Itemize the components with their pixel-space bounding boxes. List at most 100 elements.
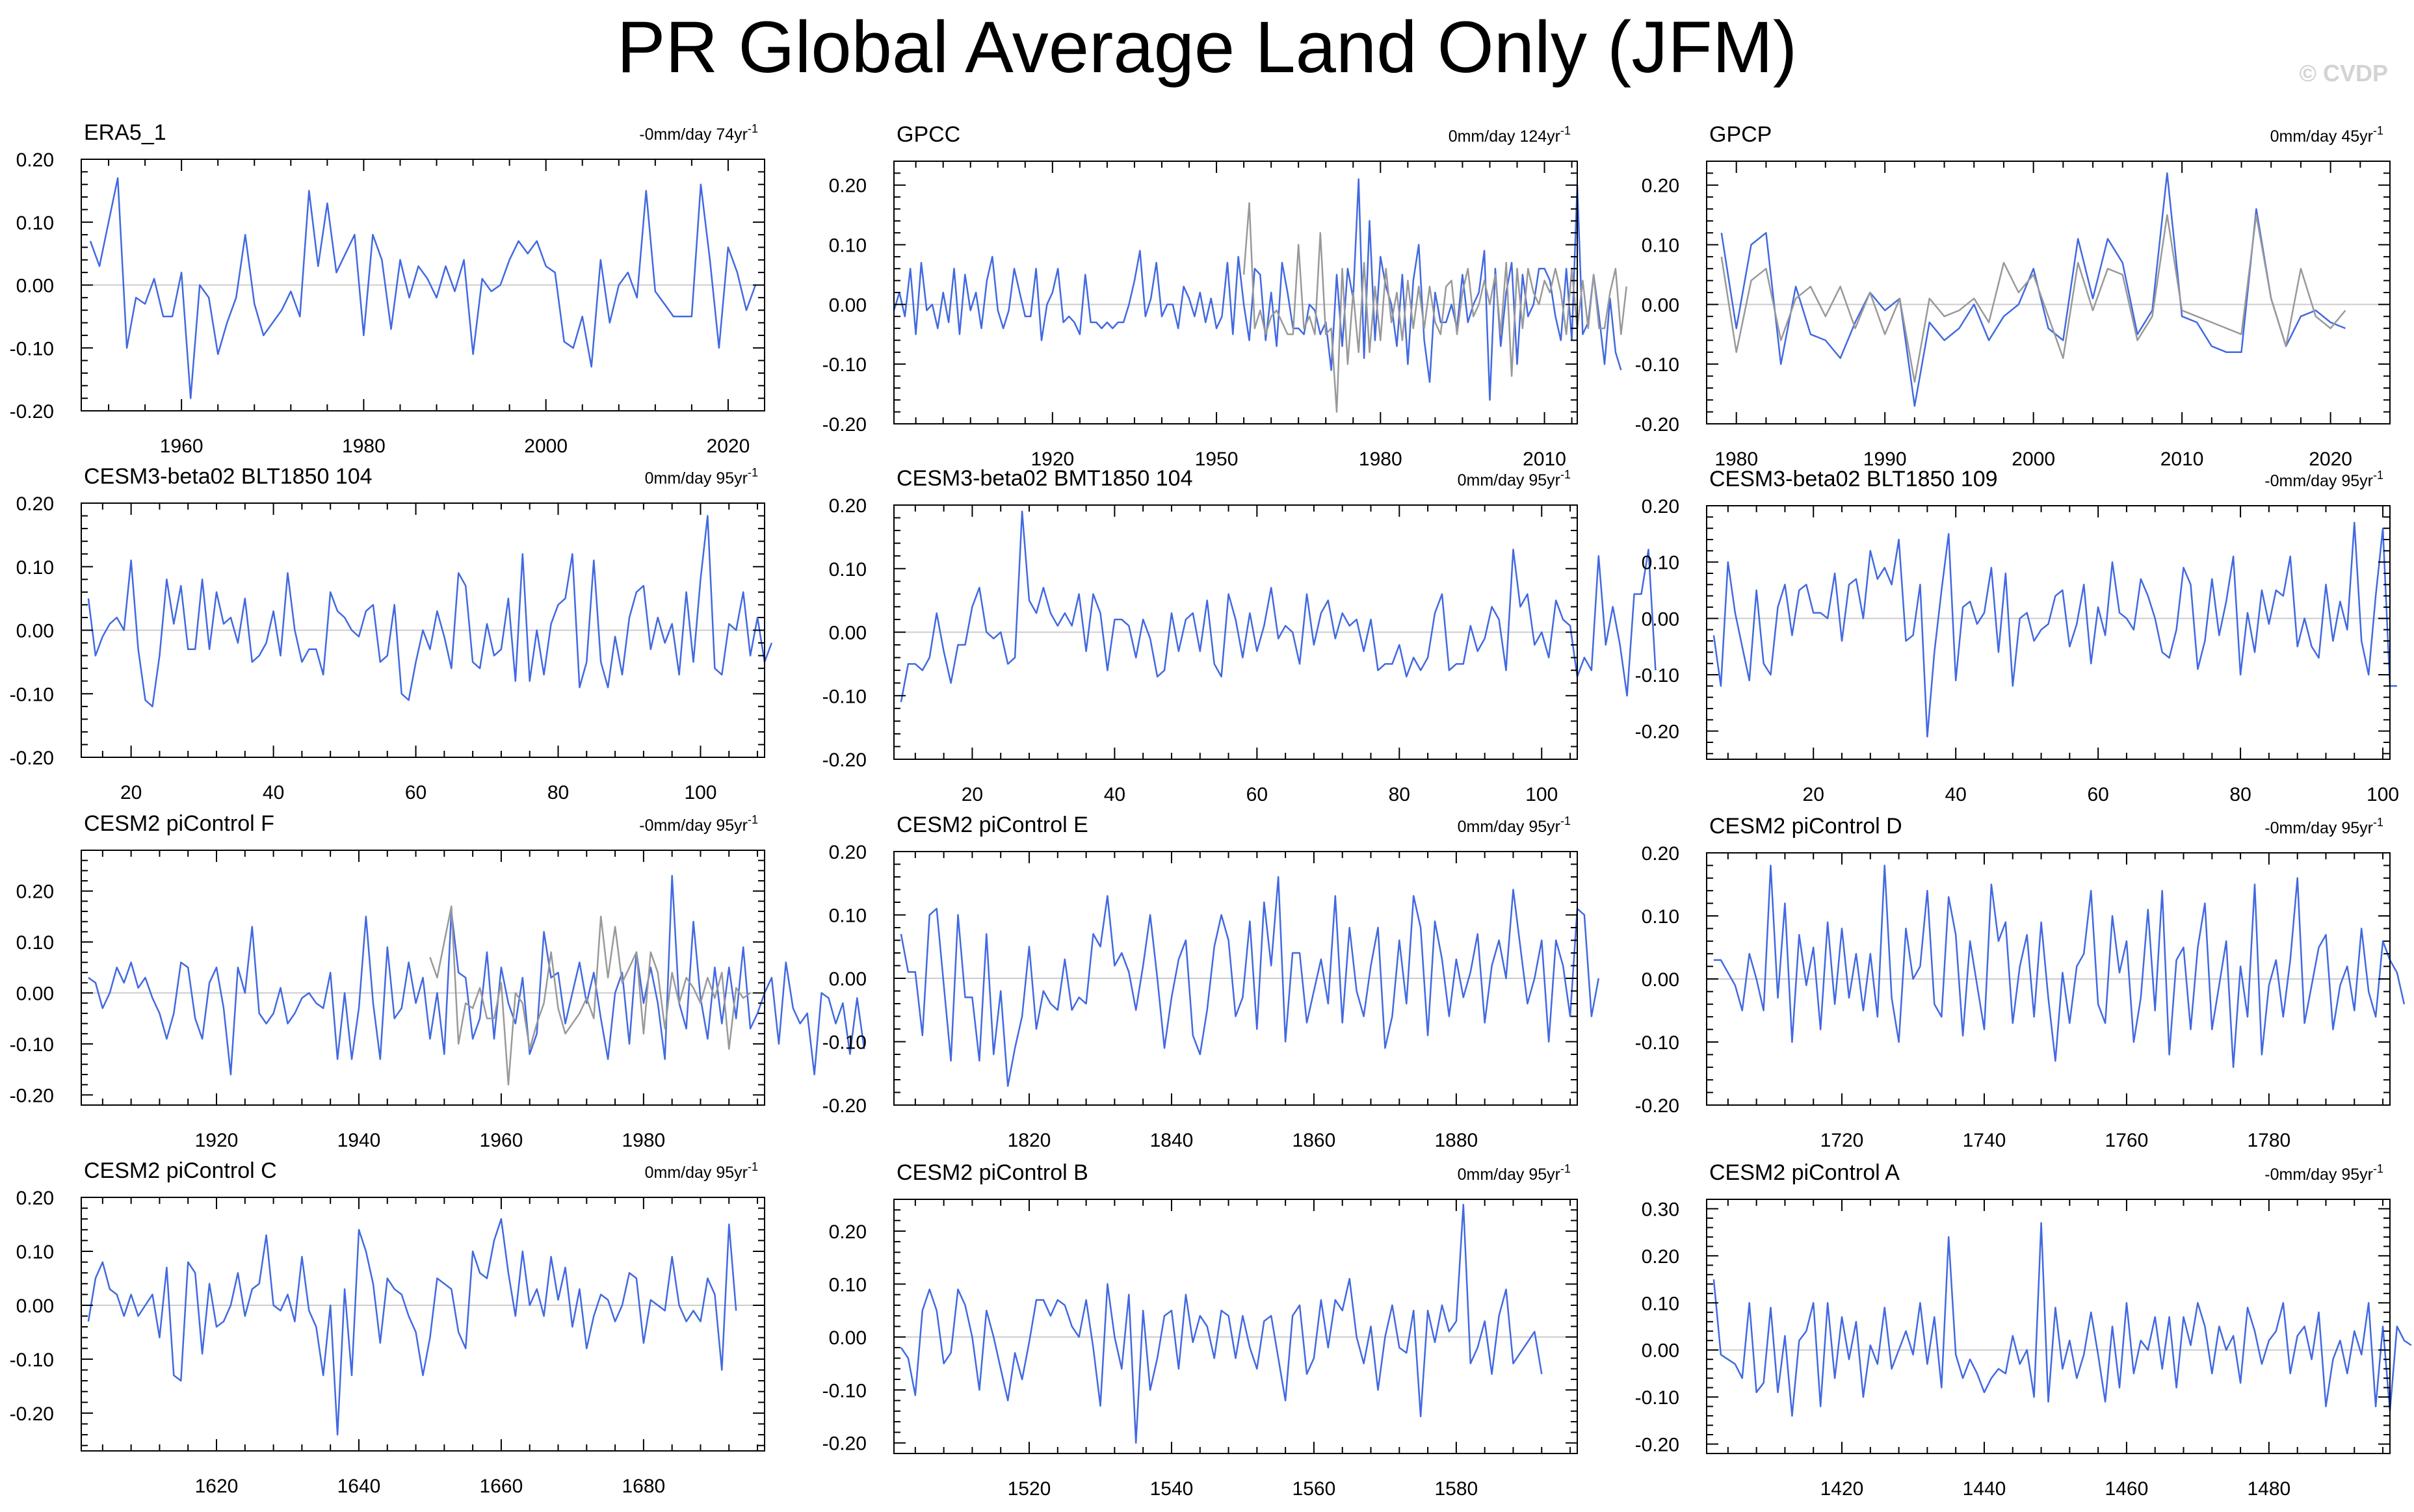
panel-title: CESM3-beta02 BMT1850 104 [897,466,1192,491]
y-tick-label: 0.10 [1642,235,1679,257]
x-tick-label: 100 [1525,784,1558,805]
cvdp-credit: © CVDP [2299,60,2388,86]
y-tick-label: 0.00 [16,984,54,1005]
data-series-line [1720,172,2346,407]
panel-annotation-text: 0mm/day 95yr [645,469,748,488]
y-tick-label: 0.20 [829,176,867,197]
panel-annotation-text: -0mm/day 95yr [639,816,748,835]
x-tick-label: 1920 [1030,449,1074,470]
panel-annotation-text: -0mm/day 95yr [2264,1166,2373,1184]
x-tick-label: 1540 [1150,1478,1194,1500]
y-tick-label: 0.10 [829,1274,867,1296]
panel-title: CESM2 piControl C [84,1158,277,1183]
plot-frame [1706,505,2391,760]
y-tick-label: 0.20 [1642,1246,1679,1268]
x-tick-label: 60 [405,782,426,803]
data-series-line [900,876,1600,1088]
x-tick-label: 1480 [2248,1478,2291,1500]
x-tick-label: 100 [2367,784,2399,805]
y-tick-label: 0.00 [829,294,867,316]
y-tick-label: 0.20 [829,495,867,517]
x-tick-label: 1720 [1820,1130,1864,1151]
x-tick-label: 1820 [1008,1130,1051,1151]
panel-annotation-exponent: -1 [748,122,758,135]
y-tick-label: 0.10 [16,557,54,579]
panel-annotation-exponent: -1 [2373,1162,2383,1175]
y-tick-label: 0.10 [1642,1293,1679,1314]
plot-frame [81,1197,765,1452]
panel-annotation: -0mm/day 74yr-1 [639,122,758,144]
x-tick-label: 1980 [1359,449,1402,470]
x-tick-label: 1760 [2105,1130,2149,1151]
reference-series-line [1720,214,2346,383]
x-tick-label: 1520 [1008,1478,1051,1500]
y-tick-label: 0.10 [829,235,867,257]
chart-panel-8: CESM2 piControl E 0mm/day 95yr-1 -0.20 -0.1… [822,813,1600,1151]
y-tick-label: -0.10 [1635,665,1679,686]
y-tick-label: 0.10 [829,559,867,580]
y-tick-label: -0.20 [10,1085,54,1106]
chart-panel-5: CESM3-beta02 BMT1850 104 0mm/day 95yr-1 -0… [822,466,1657,805]
y-tick-label: 0.20 [1642,176,1679,197]
y-tick-label: 0.00 [1642,608,1679,630]
plot-frame [893,1199,1578,1454]
panel-annotation: 0mm/day 95yr-1 [1458,815,1571,836]
x-tick-label: 20 [120,782,142,803]
panel-annotation-text: 0mm/day 45yr [2270,127,2373,146]
x-tick-label: 20 [1803,784,1824,805]
x-tick-label: 60 [2087,784,2108,805]
panel-title: GPCC [897,122,960,147]
y-tick-label: 0.20 [16,1188,54,1209]
panel-annotation: -0mm/day 95yr-1 [2264,816,2383,837]
y-tick-label: -0.10 [822,1032,867,1054]
y-tick-label: -0.10 [10,338,54,359]
x-tick-label: 60 [1246,784,1268,805]
y-tick-label: 0.20 [16,150,54,171]
chart-panel-9: CESM2 piControl D -0mm/day 95yr-1 -0.20 -0.… [1635,814,2406,1151]
x-tick-label: 80 [1389,784,1410,805]
x-tick-label: 1460 [2105,1478,2149,1500]
panel-annotation: -0mm/day 95yr-1 [639,813,758,835]
chart-panel-12: CESM2 piControl A -0mm/day 95yr-1 -0.20 -0.… [1635,1160,2412,1500]
y-tick-label: -0.20 [822,414,867,436]
x-tick-label: 1840 [1150,1130,1194,1151]
panel-title: CESM2 piControl B [897,1160,1088,1185]
reference-series-line [429,905,751,1086]
y-tick-label: 0.00 [1642,294,1679,316]
y-tick-label: -0.10 [822,354,867,376]
x-tick-label: 2000 [2012,449,2055,470]
x-tick-label: 1960 [480,1130,523,1151]
y-tick-label: 0.20 [16,881,54,903]
y-tick-label: 0.20 [1642,496,1679,517]
x-tick-label: 1980 [342,436,386,457]
panel-title: CESM2 piControl D [1709,814,1902,839]
x-tick-label: 1980 [1714,449,1758,470]
data-series-line [87,515,773,708]
x-tick-label: 2010 [1523,449,1566,470]
y-tick-label: -0.10 [1635,1032,1679,1054]
x-tick-label: 1880 [1435,1130,1478,1151]
x-tick-label: 1580 [1435,1478,1478,1500]
panel-annotation: -0mm/day 95yr-1 [2264,1162,2383,1184]
y-tick-label: 0.10 [1642,553,1679,574]
chart-panel-7: CESM2 piControl F -0mm/day 95yr-1 -0.20 -0.… [10,811,865,1151]
data-series-line [88,874,865,1076]
y-tick-label: 0.20 [829,842,867,863]
y-tick-label: 0.00 [829,1327,867,1349]
x-tick-label: 1620 [195,1476,239,1497]
y-tick-label: 0.10 [16,213,54,234]
data-series-line [1712,521,2397,738]
x-tick-label: 2010 [2160,449,2204,470]
y-tick-label: 0.00 [16,621,54,642]
y-tick-label: -0.20 [1635,1095,1679,1117]
x-tick-label: 40 [1945,784,1966,805]
y-tick-label: -0.20 [822,1433,867,1455]
y-tick-label: 0.10 [16,1242,54,1263]
panel-annotation-exponent: -1 [1560,468,1571,481]
chart-panel-10: CESM2 piControl C 0mm/day 95yr-1 -0.20 -0.1… [10,1158,765,1497]
x-tick-label: 2020 [707,436,750,457]
panel-title: CESM2 piControl E [897,813,1088,837]
x-tick-label: 1960 [160,436,203,457]
panel-annotation-text: 0mm/day 124yr [1449,127,1560,146]
